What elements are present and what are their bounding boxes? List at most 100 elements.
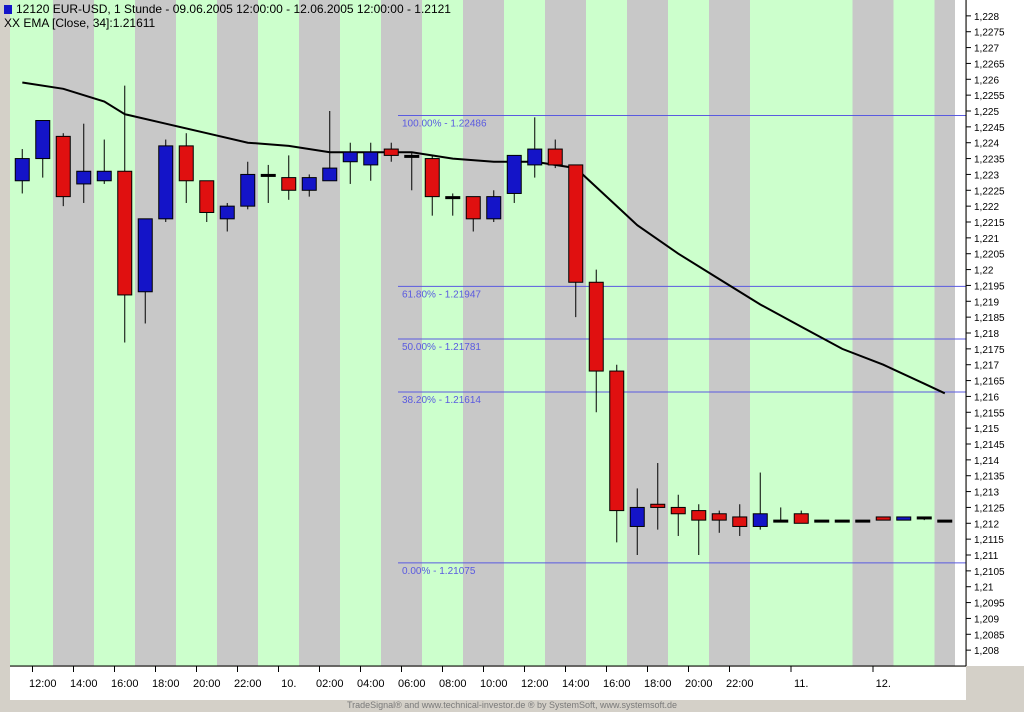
candle-body bbox=[445, 196, 461, 200]
x-tick-label: 14:00 bbox=[562, 678, 590, 690]
candle-body bbox=[465, 196, 481, 220]
fibonacci-label: 61.80% - 1.21947 bbox=[402, 289, 481, 300]
y-tick-label: 1,2245 bbox=[974, 123, 1005, 134]
band-green bbox=[340, 0, 381, 666]
x-tick-label: 22:00 bbox=[234, 678, 262, 690]
time-bands bbox=[10, 0, 955, 666]
band-green bbox=[258, 0, 299, 666]
candle-body bbox=[96, 170, 112, 182]
y-tick-label: 1,218 bbox=[974, 329, 999, 340]
candle bbox=[711, 510, 727, 533]
candle-body bbox=[875, 516, 891, 521]
candle-body bbox=[240, 173, 256, 207]
fibonacci-label: 50.00% - 1.21781 bbox=[402, 342, 481, 353]
x-tick-label: 12. bbox=[876, 678, 891, 690]
y-tick-label: 1,2255 bbox=[974, 91, 1005, 102]
candle bbox=[281, 155, 297, 200]
footer-text: TradeSignal® and www.technical-investor.… bbox=[347, 700, 677, 710]
x-tick-label: 22:00 bbox=[726, 678, 754, 690]
candle-body bbox=[178, 145, 194, 182]
band-grey bbox=[217, 0, 258, 666]
candle bbox=[35, 120, 51, 178]
x-tick-label: 20:00 bbox=[685, 678, 713, 690]
y-tick-label: 1,2125 bbox=[974, 503, 1005, 514]
y-tick-label: 1,2225 bbox=[974, 186, 1005, 197]
y-tick-label: 1,219 bbox=[974, 297, 999, 308]
y-tick-label: 1,2235 bbox=[974, 155, 1005, 166]
candle bbox=[773, 507, 789, 523]
candle-body bbox=[322, 167, 338, 182]
candle-body bbox=[137, 218, 153, 293]
candle bbox=[199, 180, 215, 222]
x-tick-label: 16:00 bbox=[111, 678, 139, 690]
candle-body bbox=[527, 148, 543, 166]
candle bbox=[937, 519, 953, 523]
candle bbox=[691, 504, 707, 555]
y-tick-label: 1,222 bbox=[974, 202, 999, 213]
fibonacci-label: 100.00% - 1.22486 bbox=[402, 118, 487, 129]
y-tick-label: 1,2115 bbox=[974, 535, 1004, 546]
band-green bbox=[422, 0, 463, 666]
candle-body bbox=[219, 205, 235, 220]
candle bbox=[424, 155, 440, 216]
chart-header-symbol: 12120 EUR-USD, 1 Stunde - 09.06.2005 12:… bbox=[4, 2, 451, 16]
candle-body bbox=[281, 177, 297, 191]
y-tick-label: 1,2205 bbox=[974, 250, 1005, 261]
candle-body bbox=[568, 164, 584, 283]
candle bbox=[55, 133, 71, 207]
y-tick-label: 1,2275 bbox=[974, 28, 1005, 39]
candle-body bbox=[793, 513, 809, 524]
candle bbox=[834, 519, 850, 523]
y-axis-panel bbox=[967, 0, 1024, 666]
candle bbox=[14, 149, 30, 194]
y-tick-label: 1,2085 bbox=[974, 630, 1005, 641]
candle-body bbox=[35, 120, 51, 160]
candle bbox=[260, 164, 276, 203]
candle bbox=[650, 463, 666, 530]
y-tick-label: 1,211 bbox=[974, 551, 999, 562]
candle-body bbox=[158, 145, 174, 220]
candle bbox=[609, 364, 625, 543]
y-tick-label: 1,228 bbox=[974, 12, 999, 23]
candle bbox=[896, 516, 912, 521]
y-tick-label: 1,2195 bbox=[974, 281, 1005, 292]
candle bbox=[732, 504, 748, 536]
candle-body bbox=[670, 506, 686, 515]
candle-body bbox=[301, 177, 317, 191]
band-grey bbox=[934, 0, 955, 666]
band-grey bbox=[709, 0, 750, 666]
candle bbox=[875, 516, 891, 521]
y-tick-label: 1,2095 bbox=[974, 599, 1005, 610]
y-tick-label: 1,2145 bbox=[974, 440, 1005, 451]
candle-body bbox=[855, 519, 871, 523]
candle bbox=[670, 494, 686, 536]
band-green bbox=[504, 0, 545, 666]
y-tick-label: 1,216 bbox=[974, 392, 999, 403]
y-tick-label: 1,22 bbox=[974, 266, 994, 277]
candle-body bbox=[711, 513, 727, 521]
candle-body bbox=[383, 148, 399, 156]
candle-body bbox=[55, 135, 71, 198]
candle bbox=[445, 193, 461, 216]
candle-body bbox=[363, 151, 379, 166]
x-tick-label: 12:00 bbox=[29, 678, 57, 690]
x-tick-label: 14:00 bbox=[70, 678, 98, 690]
indicator-label: XX EMA [Close, 34]:1.21611 bbox=[4, 16, 156, 30]
candle bbox=[322, 111, 338, 182]
y-tick-label: 1,212 bbox=[974, 519, 999, 530]
band-green bbox=[668, 0, 709, 666]
candle bbox=[96, 139, 112, 184]
band-grey bbox=[53, 0, 94, 666]
y-tick-label: 1,2165 bbox=[974, 377, 1005, 388]
y-tick-label: 1,224 bbox=[974, 139, 999, 150]
x-tick-label: 02:00 bbox=[316, 678, 344, 690]
candle bbox=[342, 142, 358, 184]
candle bbox=[506, 154, 522, 203]
candle-body bbox=[76, 170, 92, 185]
candle bbox=[240, 161, 256, 210]
fibonacci-label: 0.00% - 1.21075 bbox=[402, 566, 476, 577]
candle bbox=[301, 174, 317, 197]
symbol-icon bbox=[4, 5, 12, 14]
x-tick-label: 18:00 bbox=[644, 678, 672, 690]
